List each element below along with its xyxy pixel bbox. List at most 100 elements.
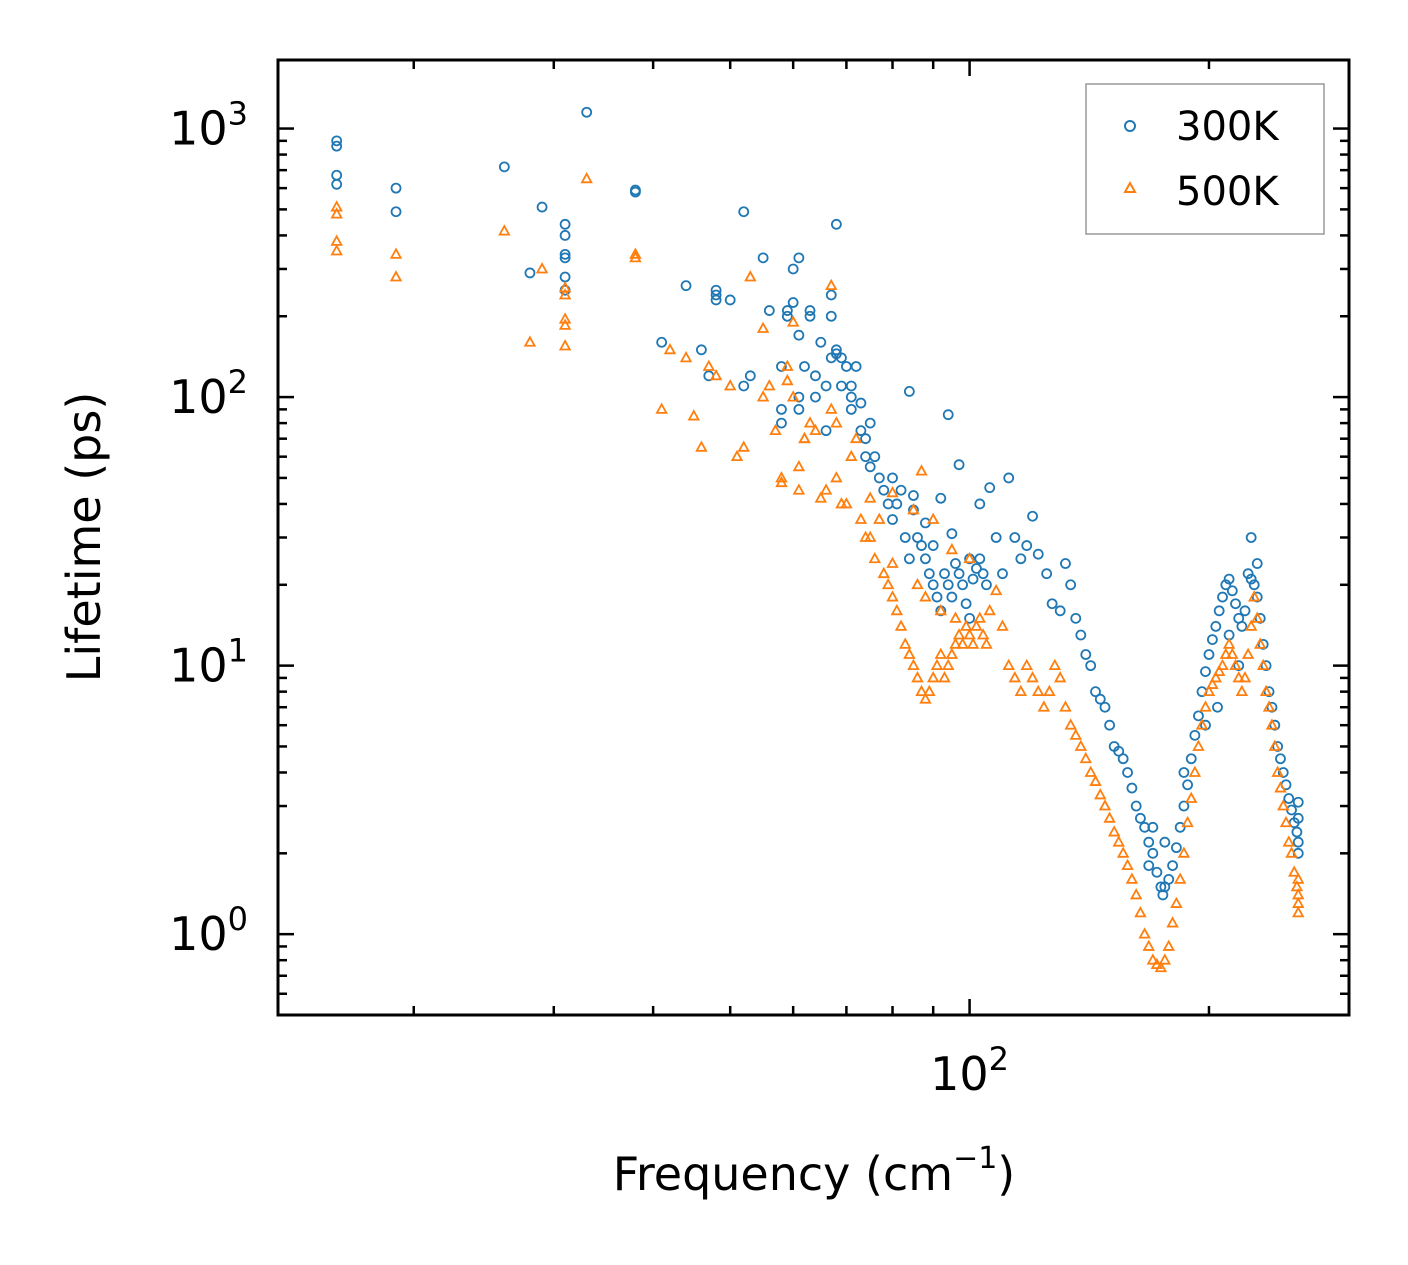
point-500K-28 xyxy=(756,321,770,333)
point-500K-91 xyxy=(1008,671,1022,683)
point-300K-120 xyxy=(1046,598,1058,610)
point-300K-72 xyxy=(882,498,894,510)
point-500K-131 xyxy=(1192,739,1205,751)
point-500K-42 xyxy=(803,416,817,428)
point-300K-54 xyxy=(830,344,842,356)
point-500K-109 xyxy=(1103,811,1116,823)
legend-box xyxy=(1085,83,1325,235)
point-300K-18 xyxy=(656,336,668,348)
point-500K-85 xyxy=(976,628,990,640)
point-500K-36 xyxy=(786,390,800,402)
point-300K-31 xyxy=(776,361,787,372)
point-300K-159 xyxy=(1210,620,1222,632)
point-300K-123 xyxy=(1065,579,1077,591)
point-300K-8 xyxy=(524,267,536,279)
point-300K-1 xyxy=(331,140,343,152)
point-300K-167 xyxy=(1236,620,1248,632)
point-300K-42 xyxy=(799,361,810,372)
point-300K-137 xyxy=(1130,800,1142,812)
point-300K-158 xyxy=(1207,634,1218,646)
point-500K-164 xyxy=(1292,896,1305,908)
point-500K-22 xyxy=(702,359,716,371)
point-500K-178 xyxy=(934,603,948,616)
point-300K-149 xyxy=(1174,821,1186,833)
point-300K-46 xyxy=(810,391,821,403)
point-300K-60 xyxy=(845,391,857,403)
point-500K-48 xyxy=(830,416,843,428)
point-300K-43 xyxy=(804,305,816,316)
point-500K-139 xyxy=(1219,647,1233,659)
point-500K-79 xyxy=(956,637,969,649)
point-300K-28 xyxy=(744,370,756,382)
point-300K-84 xyxy=(923,568,935,580)
legend-marker-300K xyxy=(1124,120,1136,132)
point-500K-20 xyxy=(687,409,701,421)
point-500K-51 xyxy=(840,497,853,509)
point-300K-20 xyxy=(695,344,707,356)
point-300K-140 xyxy=(1143,836,1155,848)
point-300K-85 xyxy=(927,579,939,591)
point-500K-33 xyxy=(775,475,788,488)
point-300K-114 xyxy=(1009,532,1021,543)
point-300K-33 xyxy=(776,417,787,429)
point-500K-13 xyxy=(558,339,572,351)
point-500K-34 xyxy=(781,359,794,371)
point-500K-168 xyxy=(864,491,877,503)
point-500K-169 xyxy=(886,485,899,498)
point-500K-171 xyxy=(915,464,928,476)
point-300K-48 xyxy=(820,425,832,437)
point-500K-65 xyxy=(903,647,916,659)
point-500K-152 xyxy=(1259,684,1273,697)
point-500K-142 xyxy=(1229,658,1242,671)
point-500K-94 xyxy=(1026,671,1039,683)
point-300K-35 xyxy=(781,305,793,316)
point-500K-158 xyxy=(1277,799,1290,811)
point-300K-113 xyxy=(1003,472,1015,484)
point-500K-101 xyxy=(1064,718,1077,730)
point-300K-168 xyxy=(1239,605,1251,617)
point-500K-67 xyxy=(911,671,924,683)
point-300K-200 xyxy=(1147,821,1159,833)
point-500K-154 xyxy=(1265,718,1279,730)
point-300K-119 xyxy=(1041,568,1053,580)
point-300K-25 xyxy=(724,294,736,306)
point-500K-90 xyxy=(1002,658,1015,671)
point-300K-75 xyxy=(891,498,903,510)
point-500K-135 xyxy=(1206,677,1219,689)
point-300K-77 xyxy=(899,532,911,543)
point-300K-97 xyxy=(971,563,982,574)
point-500K-57 xyxy=(868,551,882,564)
point-500K-126 xyxy=(1173,872,1187,884)
point-300K-64 xyxy=(855,397,867,409)
point-300K-61 xyxy=(845,403,857,415)
point-500K-46 xyxy=(825,402,838,414)
point-500K-75 xyxy=(941,658,955,671)
point-500K-104 xyxy=(1079,751,1093,764)
point-300K-65 xyxy=(860,433,871,445)
plot-points xyxy=(330,106,1305,973)
point-500K-56 xyxy=(864,530,877,542)
point-500K-156 xyxy=(1271,765,1284,777)
point-300K-68 xyxy=(864,461,876,473)
point-300K-39 xyxy=(793,391,805,403)
point-500K-175 xyxy=(886,556,899,568)
point-500K-27 xyxy=(744,270,757,282)
point-300K-57 xyxy=(836,352,847,364)
point-300K-193 xyxy=(1233,660,1245,672)
point-500K-141 xyxy=(1226,647,1239,659)
point-300K-58 xyxy=(840,361,852,372)
point-500K-116 xyxy=(1134,906,1147,918)
point-300K-29 xyxy=(757,252,769,264)
point-500K-138 xyxy=(1216,658,1229,671)
point-500K-153 xyxy=(1262,700,1276,712)
point-500K-76 xyxy=(945,647,959,659)
point-500K-69 xyxy=(919,692,932,704)
point-500K-99 xyxy=(1053,671,1067,683)
point-300K-24 xyxy=(710,294,722,306)
point-300K-129 xyxy=(1094,693,1106,705)
point-500K-102 xyxy=(1069,728,1083,740)
point-500K-162 xyxy=(1287,865,1301,877)
point-300K-47 xyxy=(815,336,827,348)
point-500K-145 xyxy=(1238,671,1252,683)
